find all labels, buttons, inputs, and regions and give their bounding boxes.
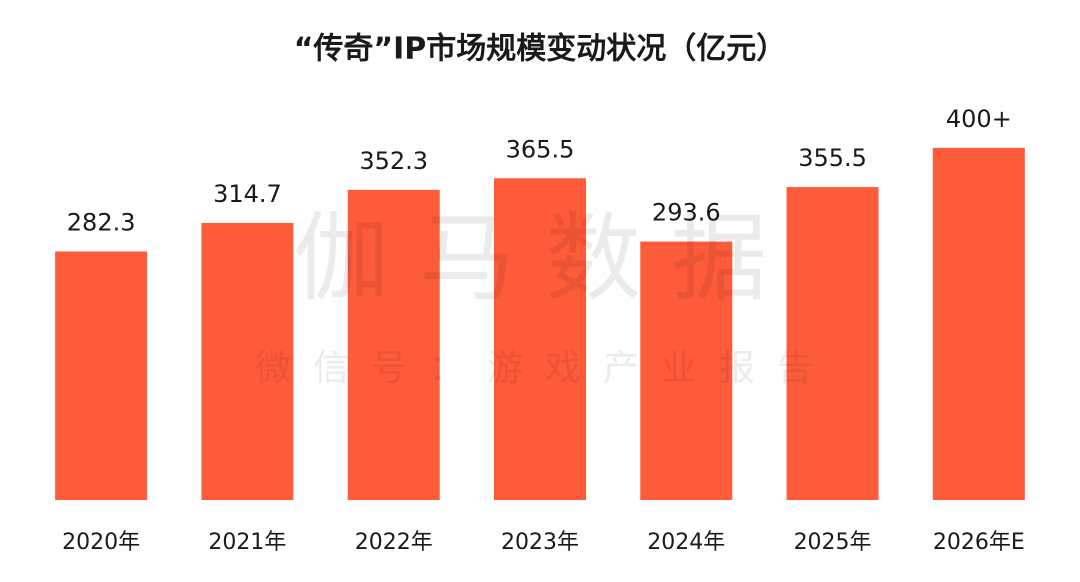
bar (932, 147, 1025, 500)
x-tick-label: 2024年 (647, 530, 725, 555)
x-tick-label: 2026年E (933, 530, 1025, 555)
bar (347, 189, 440, 500)
value-label: 314.7 (213, 180, 282, 208)
watermark: 伽马数据 (293, 202, 797, 314)
bar (201, 222, 294, 501)
value-label: 365.5 (506, 135, 575, 163)
bar (640, 241, 733, 500)
bar (786, 187, 879, 500)
value-label: 293.6 (652, 199, 721, 227)
x-tick-label: 2022年 (355, 530, 433, 555)
x-tick-label: 2021年 (208, 530, 286, 555)
watermark-subtitle: 微信号：游戏产业报告 (255, 348, 835, 389)
chart-title: “传奇”IP市场规模变动状况（亿元） (294, 32, 787, 67)
x-tick-label: 2020年 (62, 530, 140, 555)
value-label: 282.3 (67, 208, 136, 236)
bar (494, 178, 586, 500)
x-tick-label: 2023年 (501, 530, 579, 555)
x-tick-label: 2025年 (794, 530, 872, 555)
bar (55, 251, 148, 500)
value-label: 352.3 (359, 147, 428, 175)
value-label: 355.5 (798, 144, 867, 172)
value-label: 400+ (946, 105, 1012, 133)
